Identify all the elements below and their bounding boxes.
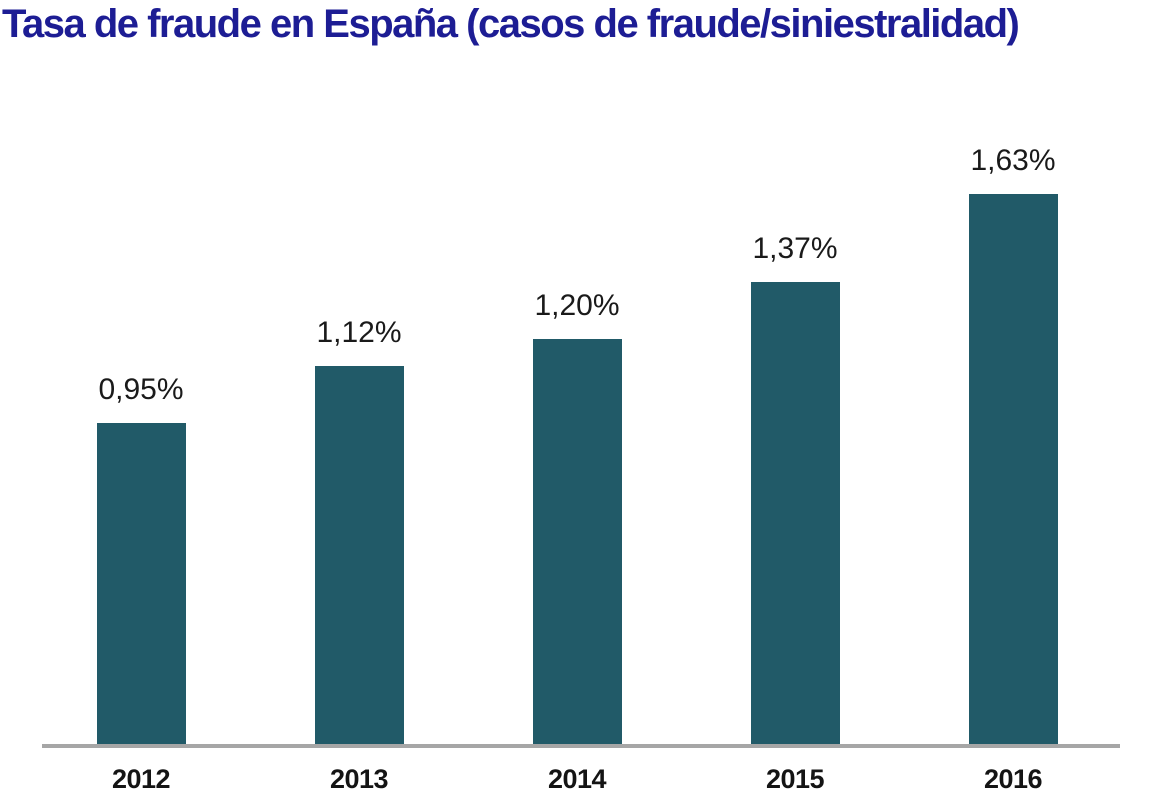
bar-2014 (532, 339, 622, 744)
bar-2015 (750, 282, 840, 744)
x-axis-label: 2013 (329, 764, 389, 794)
chart-title: Tasa de fraude en España (casos de fraud… (2, 2, 1020, 46)
bar-value-label: 1,37% (752, 232, 838, 265)
bar-2012 (96, 423, 186, 744)
bar-2016 (968, 194, 1058, 744)
bar-value-label: 0,95% (98, 373, 184, 406)
x-axis-label: 2012 (111, 764, 171, 794)
x-axis-label: 2014 (547, 764, 607, 794)
x-axis-line (42, 744, 1120, 748)
x-axis-label: 2015 (765, 764, 825, 794)
bar-value-label: 1,20% (534, 289, 620, 322)
bar-chart-plot-area: 0,95% 2012 1,12% 2013 1,20% 2014 1,37% 2015 1,63… (42, 100, 1120, 794)
bar-value-label: 1,63% (970, 144, 1056, 177)
bar-2013 (314, 366, 404, 744)
bar-value-label: 1,12% (316, 316, 402, 349)
x-axis-label: 2016 (983, 764, 1043, 794)
